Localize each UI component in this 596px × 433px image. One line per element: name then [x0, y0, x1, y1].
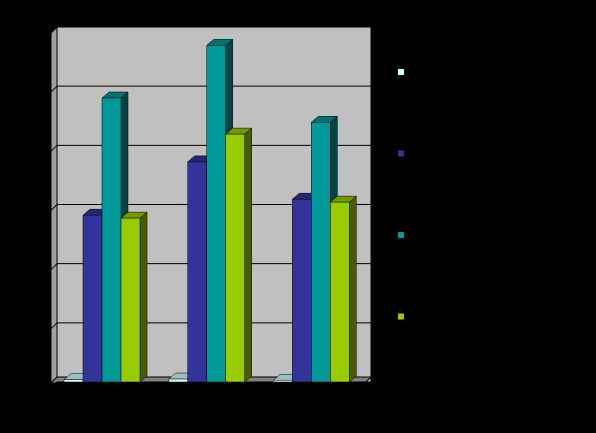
legend-key [398, 313, 404, 320]
bar-face [244, 127, 252, 383]
bar-face [273, 379, 293, 383]
grid-line-side [50, 263, 58, 271]
bar-face [330, 201, 350, 383]
bar [120, 211, 148, 383]
bar-face [292, 198, 312, 383]
bar-face [206, 45, 226, 383]
bar-face [168, 378, 188, 383]
legend-key [398, 232, 404, 238]
grid-line-side [50, 85, 58, 93]
bar-face [187, 161, 207, 383]
bar-face [101, 97, 122, 383]
legend-key [398, 69, 404, 75]
bar-face [311, 122, 331, 383]
bar-face [139, 211, 148, 383]
grid-line-side [50, 204, 58, 211]
grid-line-side [50, 381, 58, 389]
bar-face [82, 214, 103, 383]
bar [224, 127, 253, 383]
grid-line-side [50, 144, 58, 152]
grid-line-side [50, 322, 58, 330]
bar-face [349, 195, 357, 383]
bar-face [225, 133, 245, 383]
bar-face [63, 379, 84, 383]
bar-face [120, 217, 141, 383]
bar [329, 195, 358, 383]
legend-key [398, 150, 404, 157]
grid-line-side [50, 26, 58, 34]
